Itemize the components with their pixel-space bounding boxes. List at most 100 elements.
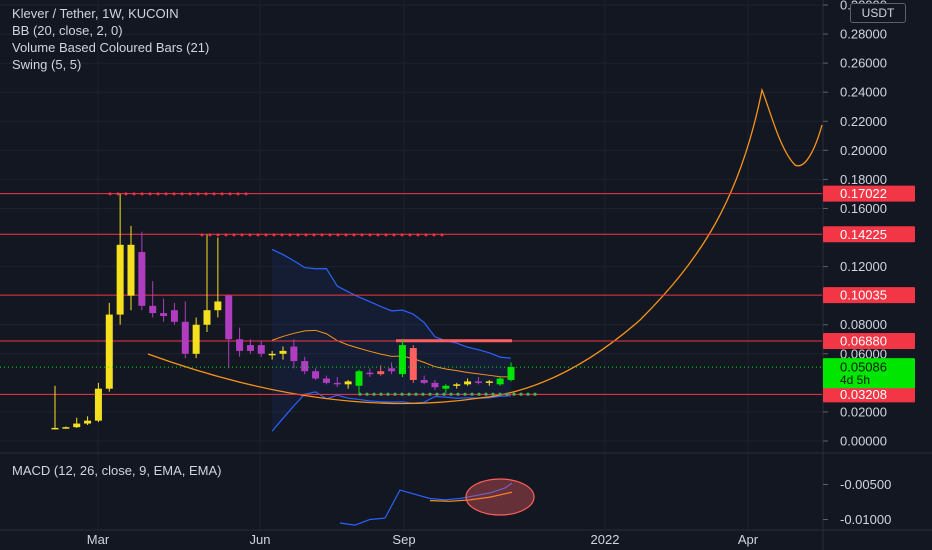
candle-body[interactable] <box>62 427 70 429</box>
macd-signal-line <box>429 491 513 502</box>
candle-body[interactable] <box>453 384 461 386</box>
candle-body[interactable] <box>149 305 157 314</box>
price-axis-label: 0.00000 <box>840 434 887 449</box>
price-tag-label: 0.10035 <box>840 288 887 303</box>
candle-body[interactable] <box>268 353 276 356</box>
candle-body[interactable] <box>398 345 406 375</box>
swing-low-dot <box>526 392 530 396</box>
price-tag[interactable] <box>823 287 915 304</box>
candle-body[interactable] <box>496 378 504 385</box>
swing-high-dot <box>272 233 276 237</box>
swing-high-dot <box>108 192 112 196</box>
candle-body[interactable] <box>225 295 233 340</box>
swing-high-dot <box>440 233 444 237</box>
swing-low-dot <box>372 392 376 396</box>
chart-legend: Klever / Tether, 1W, KUCOIN BB (20, clos… <box>12 5 209 73</box>
candle-body[interactable] <box>485 381 493 383</box>
swing-high-dot <box>416 233 420 237</box>
swing-high-dot <box>180 192 184 196</box>
swing-low-dot <box>498 392 502 396</box>
candle-body[interactable] <box>312 371 320 379</box>
candle-body[interactable] <box>355 371 363 386</box>
candle-body[interactable] <box>105 314 113 389</box>
candle-body[interactable] <box>507 367 515 380</box>
swing-high-dot <box>188 192 192 196</box>
candle-body[interactable] <box>257 345 265 354</box>
candle-body[interactable] <box>116 244 124 315</box>
candle-body[interactable] <box>279 350 287 354</box>
bb-lower-band <box>271 391 512 432</box>
swing-low-dot <box>379 392 383 396</box>
price-tag[interactable] <box>823 386 915 403</box>
swing-low-dot <box>533 392 537 396</box>
candle-body[interactable] <box>192 324 200 354</box>
swing-low-dot <box>407 392 411 396</box>
candle-body[interactable] <box>138 252 146 306</box>
indicator-bb-label[interactable]: BB (20, close, 2, 0) <box>12 23 123 38</box>
swing-high-dot <box>236 192 240 196</box>
price-tag[interactable] <box>823 185 915 202</box>
price-axis-label: 0.12000 <box>840 259 887 274</box>
current-price-tag[interactable] <box>823 358 915 389</box>
candle-body[interactable] <box>377 371 385 375</box>
indicator-volume-bars-label[interactable]: Volume Based Coloured Bars (21) <box>12 40 210 55</box>
candle-body[interactable] <box>431 382 439 388</box>
price-tag-label: 0.17022 <box>840 186 887 201</box>
macd-line <box>339 482 513 526</box>
time-axis-label: Mar <box>87 532 110 547</box>
candle-body[interactable] <box>214 301 222 311</box>
candle-body[interactable] <box>464 381 472 385</box>
swing-low-dot <box>484 392 488 396</box>
candle-body[interactable] <box>290 346 298 362</box>
swing-high-dot <box>156 192 160 196</box>
candle-body[interactable] <box>160 313 168 317</box>
candle-body[interactable] <box>246 345 254 351</box>
bar-countdown-label: 4d 5h <box>840 373 870 387</box>
price-tag[interactable] <box>823 226 915 243</box>
swing-high-dot <box>352 233 356 237</box>
projection-curve <box>147 87 823 405</box>
candle-body[interactable] <box>442 385 450 389</box>
candle-body[interactable] <box>474 381 482 383</box>
swing-low-dot <box>365 392 369 396</box>
currency-button[interactable]: USDT <box>850 3 906 23</box>
candle-body[interactable] <box>170 310 178 322</box>
candle-body[interactable] <box>420 379 428 383</box>
candle-body[interactable] <box>203 310 211 325</box>
swing-low-dot <box>491 392 495 396</box>
swing-high-dot <box>116 192 120 196</box>
candle-body[interactable] <box>127 244 135 296</box>
candle-body[interactable] <box>51 427 59 430</box>
candle-body[interactable] <box>181 321 189 354</box>
swing-high-dot <box>132 192 136 196</box>
candle-body[interactable] <box>409 347 417 380</box>
swing-high-dot <box>256 233 260 237</box>
swing-low-dot <box>428 392 432 396</box>
macd-legend[interactable]: MACD (12, 26, close, 9, EMA, EMA) <box>12 463 222 478</box>
candle-body[interactable] <box>94 388 102 421</box>
swing-high-dot <box>384 233 388 237</box>
candle-body[interactable] <box>388 368 396 372</box>
price-tag-label: 0.14225 <box>840 227 887 242</box>
price-tag[interactable] <box>823 333 915 350</box>
candle-body[interactable] <box>366 372 374 375</box>
price-axis-label: 0.26000 <box>840 56 887 71</box>
swing-high-dot <box>328 233 332 237</box>
candle-body[interactable] <box>301 361 309 372</box>
symbol-title[interactable]: Klever / Tether, 1W, KUCOIN <box>12 6 179 21</box>
swing-low-dot <box>512 392 516 396</box>
indicator-swing-label[interactable]: Swing (5, 5) <box>12 57 82 72</box>
candle-body[interactable] <box>322 378 330 383</box>
candle-body[interactable] <box>333 382 341 385</box>
swing-low-dot <box>463 392 467 396</box>
candle-body[interactable] <box>73 423 81 428</box>
swing-high-dot <box>344 233 348 237</box>
price-axis-label: 0.16000 <box>840 201 887 216</box>
swing-high-dot <box>400 233 404 237</box>
swing-high-dot <box>304 233 308 237</box>
candle-body[interactable] <box>344 381 352 385</box>
candle-body[interactable] <box>236 339 244 351</box>
price-axis-label: 0.02000 <box>840 404 887 419</box>
candle-body[interactable] <box>84 420 92 424</box>
